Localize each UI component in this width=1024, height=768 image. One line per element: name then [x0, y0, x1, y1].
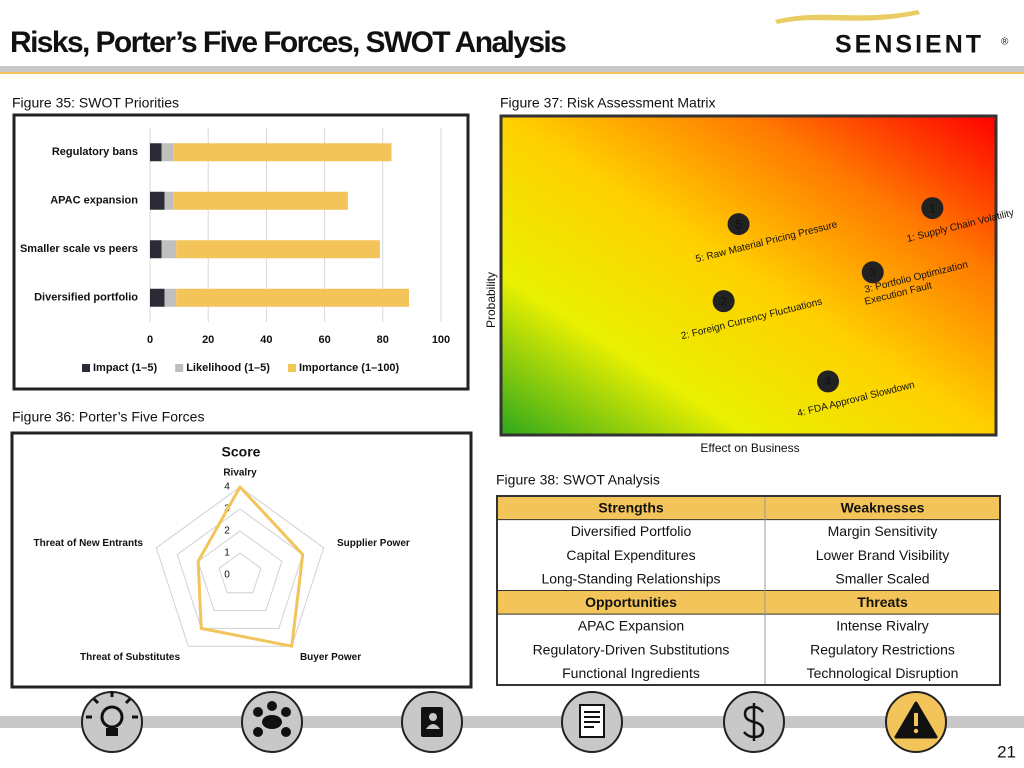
- x-tick-label: 0: [147, 334, 153, 346]
- r-tick-label: 2: [224, 526, 230, 537]
- table-header: Weaknesses: [841, 500, 925, 516]
- risk-matrix: [499, 114, 998, 437]
- bar-segment: [150, 143, 162, 162]
- legend-swatch: [287, 364, 296, 372]
- r-tick-label: 4: [224, 482, 230, 493]
- bar-segment: [161, 143, 174, 162]
- legend-swatch: [82, 364, 90, 372]
- y-tick-label: APAC expansion: [50, 195, 138, 207]
- x-tick-label: 100: [432, 334, 450, 346]
- y-tick-label: Smaller scale vs peers: [20, 243, 138, 255]
- header-accent: [0, 72, 1024, 74]
- x-tick-label: 40: [260, 334, 272, 346]
- table-header: Threats: [857, 594, 908, 610]
- risk-number: 5: [735, 217, 742, 231]
- bar-segment: [161, 240, 177, 259]
- table-header: Strengths: [598, 500, 664, 516]
- bar-segment: [150, 288, 165, 307]
- table-cell: APAC Expansion: [578, 618, 684, 634]
- risk-number: 1: [929, 201, 936, 215]
- table-cell: Technological Disruption: [807, 665, 959, 681]
- bar-segment: [173, 191, 348, 210]
- table-header: Opportunities: [585, 594, 677, 610]
- legend-label: Likelihood (1–5): [186, 362, 270, 374]
- nav-document[interactable]: [561, 691, 623, 753]
- bar-segment: [176, 240, 380, 259]
- radar-ring: [197, 530, 283, 612]
- legend-label: Importance (1–100): [299, 362, 400, 374]
- table-cell: Regulatory-Driven Substitutions: [533, 641, 730, 657]
- nav-risk[interactable]: [885, 691, 947, 753]
- bar-segment: [164, 288, 177, 307]
- figure-caption: Figure 37: Risk Assessment Matrix: [500, 95, 716, 111]
- footer-rule: [0, 716, 1024, 728]
- nav-idea[interactable]: [81, 691, 143, 753]
- axis-category-label: Rivalry: [223, 468, 257, 479]
- axis-category-label: Supplier Power: [337, 538, 410, 549]
- bar-segment: [173, 143, 392, 162]
- radar-ring: [218, 552, 262, 594]
- nav-team[interactable]: [241, 691, 303, 753]
- legend-swatch: [175, 364, 184, 372]
- bar-segment: [150, 191, 165, 210]
- table-frame: [496, 495, 1001, 686]
- radar-title: Score: [222, 444, 261, 460]
- figure-caption: Figure 35: SWOT Priorities: [12, 95, 179, 111]
- risk-point: [727, 213, 750, 236]
- figure-caption: Figure 36: Porter’s Five Forces: [12, 409, 204, 425]
- y-tick-label: Regulatory bans: [52, 146, 138, 158]
- risk-number: 4: [825, 375, 832, 389]
- page-number: 21: [997, 742, 1016, 761]
- table-cell: Regulatory Restrictions: [810, 641, 955, 657]
- risk-number: 3: [869, 265, 876, 279]
- slide-title: Risks, Porter’s Five Forces, SWOT Analys…: [10, 26, 566, 59]
- table-cell: Margin Sensitivity: [828, 523, 938, 539]
- header-rule: [0, 66, 1024, 72]
- y-tick-label: Diversified portfolio: [34, 292, 138, 304]
- nav-contacts[interactable]: [401, 691, 463, 753]
- radar-frame: [10, 431, 473, 689]
- x-tick-label: 60: [318, 334, 330, 346]
- logo-mark: ®: [1001, 37, 1009, 48]
- x-axis-label: Effect on Business: [700, 441, 799, 455]
- x-tick-label: 20: [202, 334, 214, 346]
- axis-category-label: Threat of Substitutes: [80, 652, 180, 663]
- table-header-row: [497, 590, 1000, 615]
- legend-label: Impact (1–5): [93, 362, 158, 374]
- nav-finance[interactable]: [723, 691, 785, 753]
- radar-ring: [155, 486, 325, 647]
- table-header-row: [497, 496, 1000, 520]
- table-cell: Functional Ingredients: [562, 665, 700, 681]
- bar-segment: [164, 191, 174, 210]
- bar-segment: [150, 240, 162, 259]
- logo: SENSIENT: [835, 31, 984, 59]
- logo-swoosh: [775, 10, 920, 24]
- risk-point: [861, 261, 884, 284]
- x-tick-label: 80: [377, 334, 389, 346]
- table-cell: Diversified Portfolio: [571, 523, 692, 539]
- table-cell: Long-Standing Relationships: [541, 570, 720, 586]
- axis-category-label: Threat of New Entrants: [34, 538, 144, 549]
- radar-ring: [176, 508, 304, 629]
- table-cell: Smaller Scaled: [835, 570, 929, 586]
- radar-line: [196, 485, 305, 648]
- table-cell: Intense Rivalry: [836, 618, 929, 634]
- risk-point: [712, 290, 735, 313]
- r-tick-label: 1: [224, 548, 230, 559]
- risk-point: [817, 370, 840, 393]
- bar-segment: [176, 288, 409, 307]
- table-cell: Lower Brand Visibility: [816, 547, 950, 563]
- risk-number: 2: [720, 294, 727, 308]
- axis-category-label: Buyer Power: [300, 652, 361, 663]
- figure-caption: Figure 38: SWOT Analysis: [496, 472, 660, 488]
- risk-point: [921, 197, 944, 220]
- y-axis-label: Probability: [484, 272, 498, 328]
- r-tick-label: 0: [224, 570, 230, 581]
- table-cell: Capital Expenditures: [566, 547, 695, 563]
